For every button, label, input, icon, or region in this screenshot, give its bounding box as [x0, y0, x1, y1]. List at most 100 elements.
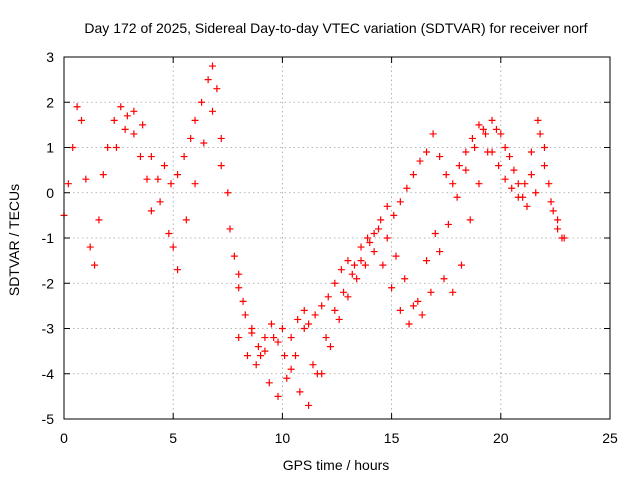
data-point: [69, 144, 77, 151]
data-point: [296, 388, 304, 396]
data-point: [409, 302, 417, 310]
data-point: [545, 180, 553, 188]
data-point: [287, 365, 295, 373]
data-point: [130, 107, 138, 115]
data-point: [554, 216, 562, 224]
data-point: [318, 302, 326, 310]
data-point: [104, 144, 112, 151]
data-point: [165, 229, 173, 237]
data-point: [457, 261, 465, 269]
data-point: [313, 370, 321, 378]
data-point: [436, 153, 444, 161]
x-tick-label: 0: [60, 430, 68, 446]
data-point: [292, 352, 300, 360]
data-point: [121, 125, 129, 133]
data-point: [492, 125, 500, 133]
data-point: [501, 144, 509, 151]
data-point: [455, 162, 463, 170]
data-point: [390, 211, 398, 219]
data-point: [294, 315, 302, 323]
data-point: [353, 275, 361, 283]
data-point: [117, 103, 125, 111]
data-point: [532, 189, 540, 197]
data-point: [274, 392, 282, 400]
grid-lines: [64, 57, 610, 419]
data-point: [350, 261, 358, 269]
data-point: [226, 225, 234, 233]
data-point: [536, 130, 544, 138]
data-point: [462, 148, 470, 156]
data-point: [484, 148, 492, 156]
data-point: [82, 175, 90, 183]
data-point: [403, 184, 411, 192]
data-point: [191, 116, 199, 124]
data-point: [91, 261, 99, 269]
data-point: [326, 343, 334, 351]
data-point: [167, 180, 175, 188]
data-point: [479, 125, 487, 133]
data-point: [257, 352, 265, 360]
data-point: [540, 162, 548, 170]
data-point: [139, 121, 147, 129]
data-point: [396, 306, 404, 314]
data-point: [392, 252, 400, 260]
data-point: [449, 180, 457, 188]
data-point: [73, 103, 81, 111]
data-point: [274, 338, 282, 346]
data-point: [364, 234, 372, 242]
data-point: [374, 225, 382, 233]
data-point: [558, 234, 566, 242]
data-point: [344, 257, 352, 265]
y-tick-label: 0: [46, 185, 54, 201]
data-point: [209, 107, 217, 115]
data-point: [444, 220, 452, 228]
data-point: [549, 207, 557, 215]
data-point: [383, 234, 391, 242]
y-tick-label: 3: [46, 49, 54, 65]
x-tick-labels: 0 5 10 15 20 25: [60, 430, 618, 446]
x-tick-label: 20: [493, 430, 509, 446]
data-point: [309, 361, 317, 369]
data-point: [143, 175, 151, 183]
data-point: [300, 306, 308, 314]
data-point: [436, 248, 444, 256]
data-point: [514, 180, 522, 188]
data-point: [270, 334, 278, 342]
data-point: [361, 261, 369, 269]
data-point: [156, 198, 164, 206]
data-point: [241, 311, 249, 319]
data-point: [519, 193, 527, 201]
data-point: [534, 116, 542, 124]
data-point: [431, 229, 439, 237]
data-point: [357, 243, 365, 251]
chart-title: Day 172 of 2025, Sidereal Day-to-day VTE…: [84, 20, 587, 36]
data-point: [209, 62, 217, 70]
data-point: [442, 171, 450, 179]
y-tick-label: 2: [46, 94, 54, 110]
data-point: [200, 139, 208, 147]
data-point: [423, 148, 431, 156]
data-point: [112, 144, 120, 151]
data-point: [475, 121, 483, 129]
x-tick-label: 25: [602, 430, 618, 446]
data-point: [95, 216, 103, 224]
data-point: [401, 275, 409, 283]
data-point: [217, 162, 225, 170]
data-point: [243, 352, 251, 360]
data-point: [497, 130, 505, 138]
data-point: [311, 311, 319, 319]
data-point: [110, 116, 118, 124]
data-point: [191, 180, 199, 188]
data-point: [396, 198, 404, 206]
data-point: [239, 297, 247, 305]
data-point: [508, 184, 516, 192]
data-point: [337, 266, 345, 274]
data-point: [370, 229, 378, 237]
data-point: [147, 153, 155, 161]
data-point: [357, 257, 365, 265]
data-point: [468, 134, 476, 142]
data-point: [377, 216, 385, 224]
y-tick-label: -3: [42, 321, 55, 337]
data-point: [416, 157, 424, 165]
